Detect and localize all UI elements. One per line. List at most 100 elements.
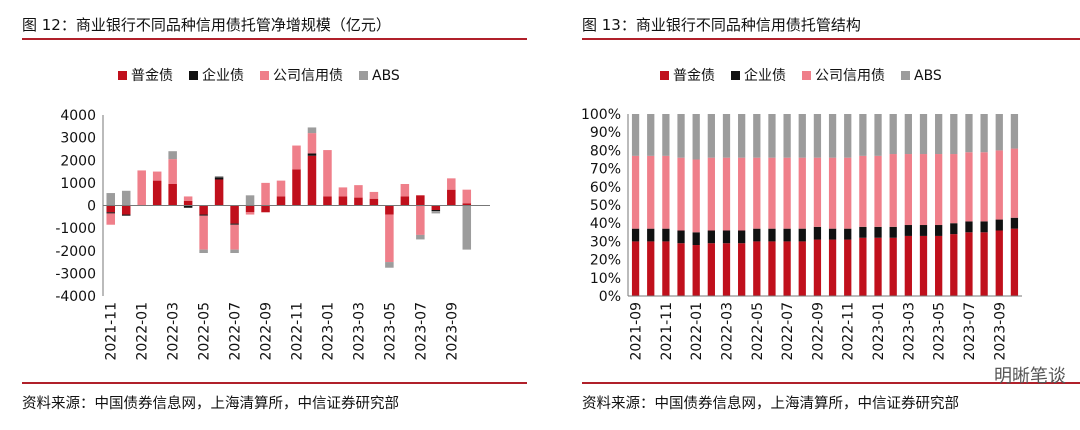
x-tick-label: 2022-11 — [841, 302, 857, 361]
bar-segment — [462, 189, 472, 204]
bar-segment — [106, 193, 115, 206]
bar-segment — [261, 182, 270, 206]
bar-segment — [828, 157, 837, 229]
y-tick-label: -4000 — [55, 289, 96, 305]
bar-segment — [707, 114, 715, 158]
bar-segment — [400, 184, 410, 197]
bar-segment — [722, 243, 731, 296]
bar-segment — [647, 228, 655, 242]
bar-segment — [183, 205, 193, 208]
y-tick-label: 3000 — [60, 131, 96, 147]
bar-segment — [369, 191, 379, 199]
bar-segment — [919, 235, 928, 296]
bar-segment — [292, 169, 301, 206]
bar-segment — [276, 180, 286, 197]
bar-segment — [995, 219, 1003, 231]
legend-swatch — [189, 71, 198, 80]
bar-segment — [768, 114, 776, 158]
bar-segment — [662, 228, 670, 242]
bar-segment — [783, 241, 791, 296]
bar-segment — [738, 230, 746, 244]
bar-segment — [631, 228, 640, 242]
watermark-text: 明晰笔谈 — [994, 366, 1066, 387]
bar-segment — [995, 230, 1003, 296]
bar-segment — [677, 114, 685, 158]
bar-segment — [261, 205, 270, 213]
bar-segment — [168, 151, 177, 160]
bar-segment — [385, 214, 394, 263]
bar-segment — [798, 228, 806, 242]
bar-segment — [1010, 228, 1019, 296]
bar-segment — [768, 157, 776, 229]
bar-segment — [354, 185, 363, 198]
bar-segment — [874, 114, 882, 156]
bar-segment — [662, 155, 670, 229]
bar-segment — [859, 237, 867, 296]
legend-swatch — [731, 71, 740, 80]
bar-segment — [307, 133, 317, 154]
bar-segment — [662, 241, 670, 296]
y-tick-label: 90% — [590, 125, 621, 141]
bar-segment — [647, 155, 655, 229]
bar-segment — [245, 195, 255, 206]
bar-segment — [722, 157, 731, 231]
bar-segment — [768, 228, 776, 242]
x-tick-label: 2022-03 — [720, 302, 736, 361]
bar-segment — [753, 241, 761, 296]
bar-segment — [168, 159, 177, 185]
x-tick-label: 2023-07 — [413, 302, 429, 361]
x-tick-label: 2021-11 — [104, 302, 120, 361]
y-tick-label: 50% — [590, 198, 621, 214]
bar-segment — [121, 190, 131, 206]
bar-segment — [214, 179, 224, 206]
source-rule — [582, 382, 1080, 384]
bar-segment — [152, 180, 162, 206]
bar-segment — [965, 152, 973, 222]
bar-segment — [965, 114, 973, 153]
bar-segment — [183, 200, 193, 206]
x-tick-label: 2023-07 — [962, 302, 978, 361]
y-tick-label: 30% — [590, 234, 621, 250]
y-tick-label: -3000 — [55, 266, 96, 282]
bar-segment — [935, 114, 943, 155]
bar-segment — [783, 228, 791, 242]
bar-segment — [323, 196, 332, 206]
bar-segment — [631, 114, 640, 156]
bar-segment — [230, 224, 239, 250]
bar-segment — [828, 114, 837, 158]
bar-segment — [199, 205, 208, 215]
bar-segment — [416, 234, 425, 240]
bar-segment — [828, 228, 837, 240]
bar-segment — [214, 177, 224, 180]
bar-segment — [230, 249, 239, 254]
bar-segment — [965, 221, 973, 233]
bar-segment — [889, 114, 897, 155]
legend-label: ABS — [914, 68, 942, 84]
x-tick-label: 2021-11 — [659, 302, 675, 361]
x-tick-label: 2022-11 — [290, 302, 306, 361]
y-tick-label: 80% — [590, 143, 621, 159]
x-tick-label: 2022-09 — [259, 302, 275, 361]
bar-segment — [677, 157, 685, 231]
bar-segment — [889, 237, 897, 296]
x-tick-label: 2022-07 — [780, 302, 796, 361]
y-tick-label: 10% — [590, 271, 621, 287]
bar-segment — [889, 226, 897, 238]
bar-segment — [738, 114, 746, 158]
bar-segment — [828, 239, 837, 296]
bar-segment — [307, 155, 317, 206]
bar-segment — [199, 249, 208, 254]
bar-segment — [1010, 217, 1019, 229]
legend-label: 公司信用债 — [815, 68, 885, 84]
bar-segment — [199, 215, 208, 250]
x-tick-label: 2023-05 — [932, 302, 948, 361]
bar-segment — [230, 223, 239, 225]
bar-segment — [813, 226, 822, 240]
bar-segment — [1010, 148, 1019, 218]
bar-segment — [980, 232, 988, 296]
source-rule — [22, 382, 527, 384]
bar-segment — [338, 187, 348, 197]
bar-segment — [338, 196, 348, 206]
x-tick-label: 2022-05 — [197, 302, 213, 361]
bar-segment — [965, 232, 973, 296]
